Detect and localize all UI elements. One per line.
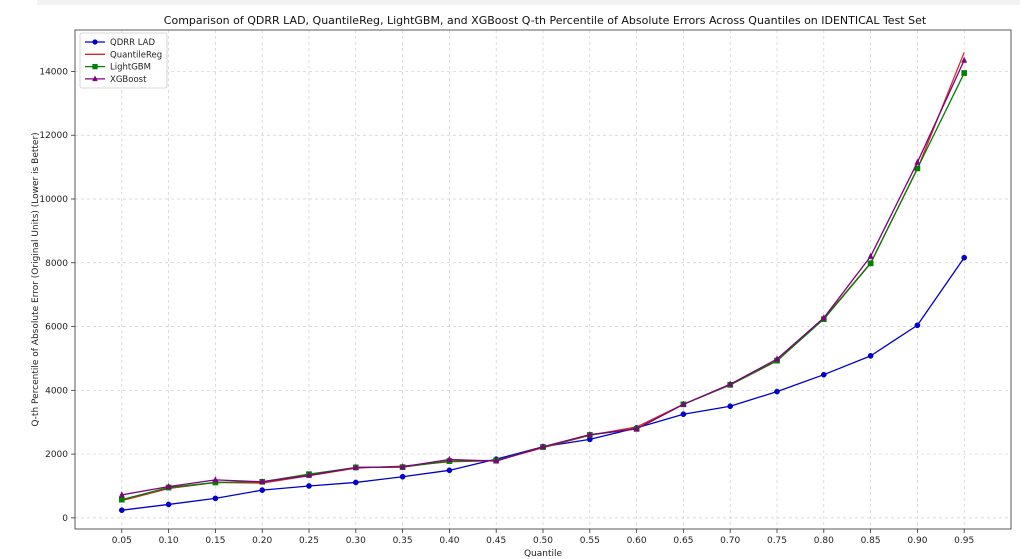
legend: QDRR LAD QuantileReg LightGBM XGBoost — [79, 32, 168, 89]
data-point-xgboost — [259, 478, 266, 485]
x-tick-label: 0.50 — [533, 536, 553, 546]
x-tick-label: 0.30 — [346, 536, 366, 546]
x-tick-label: 0.35 — [393, 536, 413, 546]
data-point-xgboost — [961, 56, 968, 63]
data-point-xgboost — [165, 482, 172, 490]
data-point-xgboost — [820, 314, 827, 321]
y-tick-label: 6000 — [45, 323, 68, 333]
data-point-xgboost — [680, 400, 687, 407]
x-tick-label: 0.65 — [673, 536, 693, 546]
data-point-qdrr-lad — [352, 479, 359, 486]
legend-entry-lightgbm: LightGBM — [85, 63, 151, 73]
y-tick-label: 14000 — [39, 67, 68, 77]
data-point-xgboost — [118, 491, 125, 498]
data-point-qdrr-lad — [165, 501, 172, 508]
data-point-xgboost — [633, 425, 640, 432]
data-point-lightgbm — [118, 496, 125, 503]
data-point-xgboost — [352, 463, 359, 470]
data-point-xgboost — [914, 158, 921, 165]
series-line-lightgbm — [121, 72, 965, 501]
grid — [75, 30, 1011, 529]
legend-entry-xgboost: XGBoost — [85, 75, 147, 85]
y-axis: 0 2000 4000 6000 8000 10000 12000 14000 — [39, 67, 75, 524]
legend-entry-quantilereg: QuantileReg — [85, 50, 162, 60]
data-point-xgboost — [727, 380, 734, 387]
x-tick-label: 0.70 — [720, 536, 740, 546]
x-tick-label: 0.20 — [252, 536, 272, 546]
x-tick-label: 0.95 — [954, 536, 974, 546]
data-point-xgboost — [774, 355, 780, 362]
x-axis-label: Quantile — [524, 549, 563, 559]
data-point-xgboost — [399, 463, 406, 470]
x-tick-label: 0.80 — [814, 536, 834, 546]
data-point-xgboost — [867, 252, 874, 259]
x-tick-label: 0.85 — [861, 536, 881, 546]
data-point-xgboost — [586, 430, 593, 438]
legend-label: QuantileReg — [110, 50, 162, 60]
x-tick-label: 0.15 — [205, 536, 225, 546]
y-tick-label: 2000 — [45, 450, 68, 460]
x-tick-label: 0.55 — [580, 536, 600, 546]
data-point-xgboost — [306, 471, 312, 478]
x-tick-label: 0.45 — [486, 536, 506, 546]
data-point-qdrr-lad — [914, 322, 921, 329]
legend-marker — [92, 63, 98, 70]
y-tick-label: 4000 — [45, 386, 68, 396]
series-layer — [118, 52, 968, 514]
x-tick-label: 0.40 — [439, 536, 459, 546]
x-tick-label: 0.90 — [907, 536, 927, 546]
data-point-qdrr-lad — [399, 473, 406, 480]
x-tick-label: 0.05 — [112, 536, 132, 546]
legend-marker — [92, 39, 98, 45]
legend-label: QDRR LAD — [110, 38, 155, 48]
series-xgboost — [118, 56, 968, 498]
y-tick-label: 12000 — [39, 131, 68, 141]
data-point-qdrr-lad — [118, 507, 125, 514]
legend-label: XGBoost — [110, 75, 147, 85]
window-top-strip — [37, 0, 1020, 5]
chart-title: Comparison of QDRR LAD, QuantileReg, Lig… — [164, 14, 927, 27]
legend-box — [79, 32, 168, 89]
x-tick-label: 0.10 — [159, 536, 179, 546]
data-point-qdrr-lad — [680, 411, 687, 418]
data-point-qdrr-lad — [212, 495, 219, 502]
legend-marker — [92, 75, 98, 82]
y-axis-label: Q-th Percentile of Absolute Error (Origi… — [31, 132, 41, 426]
data-point-xgboost — [446, 455, 453, 462]
x-tick-label: 0.60 — [627, 536, 647, 546]
data-point-qdrr-lad — [306, 483, 312, 489]
x-tick-label: 0.75 — [767, 536, 787, 546]
data-point-qdrr-lad — [820, 371, 827, 378]
data-point-qdrr-lad — [259, 487, 266, 493]
data-point-lightgbm — [961, 70, 968, 76]
data-point-lightgbm — [867, 260, 874, 267]
y-tick-label: 8000 — [45, 259, 68, 269]
data-point-qdrr-lad — [774, 388, 780, 395]
legend-label: LightGBM — [110, 63, 151, 73]
data-point-xgboost — [540, 442, 546, 450]
legend-entry-qdrr-lad: QDRR LAD — [85, 38, 155, 48]
data-point-xgboost — [493, 457, 500, 464]
y-tick-label: 10000 — [39, 195, 68, 205]
y-tick-label: 0 — [62, 514, 68, 524]
data-point-qdrr-lad — [961, 254, 968, 261]
data-point-qdrr-lad — [446, 467, 453, 474]
x-axis: 0.05 0.10 0.15 0.20 0.25 0.30 0.35 0.40 0.45 0.50… — [112, 529, 974, 546]
data-point-xgboost — [212, 476, 219, 483]
data-point-qdrr-lad — [867, 353, 874, 359]
x-tick-label: 0.25 — [299, 536, 319, 546]
data-point-qdrr-lad — [727, 403, 734, 410]
